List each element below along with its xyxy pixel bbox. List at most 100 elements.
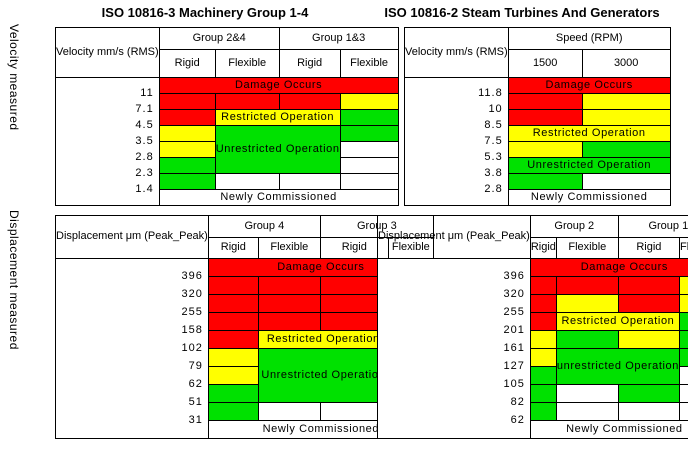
- scale-column: 11 7.1 4.5 3.5 2.8 2.3 1.4: [55, 77, 160, 206]
- zone-cell: [529, 276, 557, 295]
- scale-column: 396 320 255 158 102 79 62 51 31: [55, 258, 209, 439]
- row-axis-header: Displacement μm (Peak_Peak): [55, 215, 209, 259]
- damage-zone: Damage Occurs: [158, 77, 399, 94]
- scale-value: 396: [181, 269, 203, 282]
- mount-header: Rigid: [207, 237, 259, 259]
- rpm-header: 3000: [581, 49, 671, 78]
- zone-cell: [678, 402, 688, 421]
- mount-header: Flexible: [214, 49, 280, 78]
- group-header: Group 1&3: [278, 27, 399, 50]
- scale-value: 161: [503, 341, 525, 354]
- scale-value: 201: [503, 323, 525, 336]
- mount-header: Flexible: [555, 237, 619, 259]
- group-header: Group 2: [529, 215, 619, 238]
- zone-cell: [529, 294, 557, 313]
- scale-value: 320: [503, 287, 525, 300]
- zone-cell: [158, 109, 216, 126]
- group-header: Group 2&4: [158, 27, 280, 50]
- zone-cell: [617, 276, 680, 295]
- zone-cell: [507, 109, 583, 126]
- zone-cell: [207, 312, 259, 331]
- zone-cell: [339, 157, 399, 174]
- zone-cell: [529, 366, 557, 385]
- zone-cell: [678, 348, 688, 367]
- zone-cell: [617, 402, 680, 421]
- zone-cell: [214, 173, 280, 190]
- scale-value: 3.5: [135, 134, 154, 147]
- scale-value: 11.8: [478, 86, 503, 99]
- zone-cell: [617, 384, 680, 403]
- zone-cell: [158, 173, 216, 190]
- zone-cell: [555, 276, 619, 295]
- zone-cell: [278, 173, 341, 190]
- zone-cell: [319, 294, 389, 313]
- scale-value: 8.5: [484, 118, 503, 131]
- scale-value: 2.8: [135, 150, 154, 163]
- scale-value: 79: [188, 359, 203, 372]
- zone-cell: [678, 384, 688, 403]
- scale-value: 4.5: [135, 118, 154, 131]
- iso-10816-3-table: Velocity mm/s (RMS) Group 2&4 Group 1&3 …: [55, 27, 399, 206]
- zone-cell: [319, 312, 389, 331]
- zone-cell: [339, 109, 399, 126]
- zone-cell: [678, 330, 688, 349]
- zone-cell: [529, 402, 557, 421]
- mount-header: Rigid: [278, 49, 341, 78]
- zone-cell: [678, 276, 688, 295]
- zone-cell: [339, 141, 399, 158]
- zone-cell: [207, 366, 259, 385]
- zone-cell: [257, 402, 321, 421]
- mount-header: Flexible: [257, 237, 321, 259]
- unrestricted-zone: Unrestricted Operation: [214, 125, 341, 174]
- zone-cell: [581, 173, 671, 190]
- scale-value: 7.1: [135, 102, 154, 115]
- scale-value: 255: [503, 305, 525, 318]
- zone-cell: [555, 330, 619, 349]
- zone-cell: [158, 141, 216, 158]
- mount-header: Rigid: [529, 237, 557, 259]
- scale-value: 82: [510, 395, 525, 408]
- scale-value: 51: [188, 395, 203, 408]
- scale-value: 62: [188, 377, 203, 390]
- zone-cell: [581, 93, 671, 110]
- scale-value: 3.8: [484, 166, 503, 179]
- newly-commissioned-zone: Newly Commissioned: [529, 420, 688, 439]
- zone-cell: [507, 93, 583, 110]
- scale-value: 2.8: [484, 182, 503, 195]
- scale-value: 10: [488, 102, 503, 115]
- scale-value: 102: [181, 341, 203, 354]
- zone-cell: [507, 141, 583, 158]
- scale-column: 11.8 10 8.5 7.5 5.3 3.8 2.8: [404, 77, 509, 206]
- restricted-zone: Restricted Operation: [214, 109, 341, 126]
- scale-value: 62: [510, 413, 525, 426]
- newly-commissioned-zone: Newly Commissioned: [507, 189, 671, 206]
- restricted-zone: Restricted Operation: [257, 330, 389, 349]
- zone-cell: [617, 294, 680, 313]
- row-axis-header: Velocity mm/s (RMS): [404, 27, 509, 78]
- scale-value: 396: [503, 269, 525, 282]
- scale-value: 11: [140, 86, 154, 99]
- zone-cell: [529, 384, 557, 403]
- unrestricted-zone: Unrestricted Operation: [257, 348, 389, 403]
- zone-cell: [507, 173, 583, 190]
- row-axis-header: Displacement μm (Peak_Peak): [377, 215, 531, 259]
- zone-cell: [257, 294, 321, 313]
- zone-cell: [529, 348, 557, 367]
- scale-value: 320: [181, 287, 203, 300]
- zone-cell: [207, 294, 259, 313]
- scale-column: 396 320 255 201 161 127 105 82 62: [377, 258, 531, 439]
- zone-cell: [257, 276, 321, 295]
- damage-zone: Damage Occurs: [507, 77, 671, 94]
- zone-cell: [529, 312, 557, 331]
- zone-cell: [581, 109, 671, 126]
- displacement-group2-1-table: Displacement μm (Peak_Peak) Group 2 Grou…: [377, 215, 688, 439]
- zone-cell: [617, 330, 680, 349]
- scale-value: 7.5: [484, 134, 503, 147]
- mount-header: Rigid: [158, 49, 216, 78]
- zone-cell: [339, 93, 399, 110]
- chart-title-iso-10816-2: ISO 10816-2 Steam Turbines And Generator…: [384, 5, 660, 20]
- group-header: Group 1: [617, 215, 688, 238]
- zone-cell: [678, 366, 688, 385]
- scale-value: 127: [503, 359, 525, 372]
